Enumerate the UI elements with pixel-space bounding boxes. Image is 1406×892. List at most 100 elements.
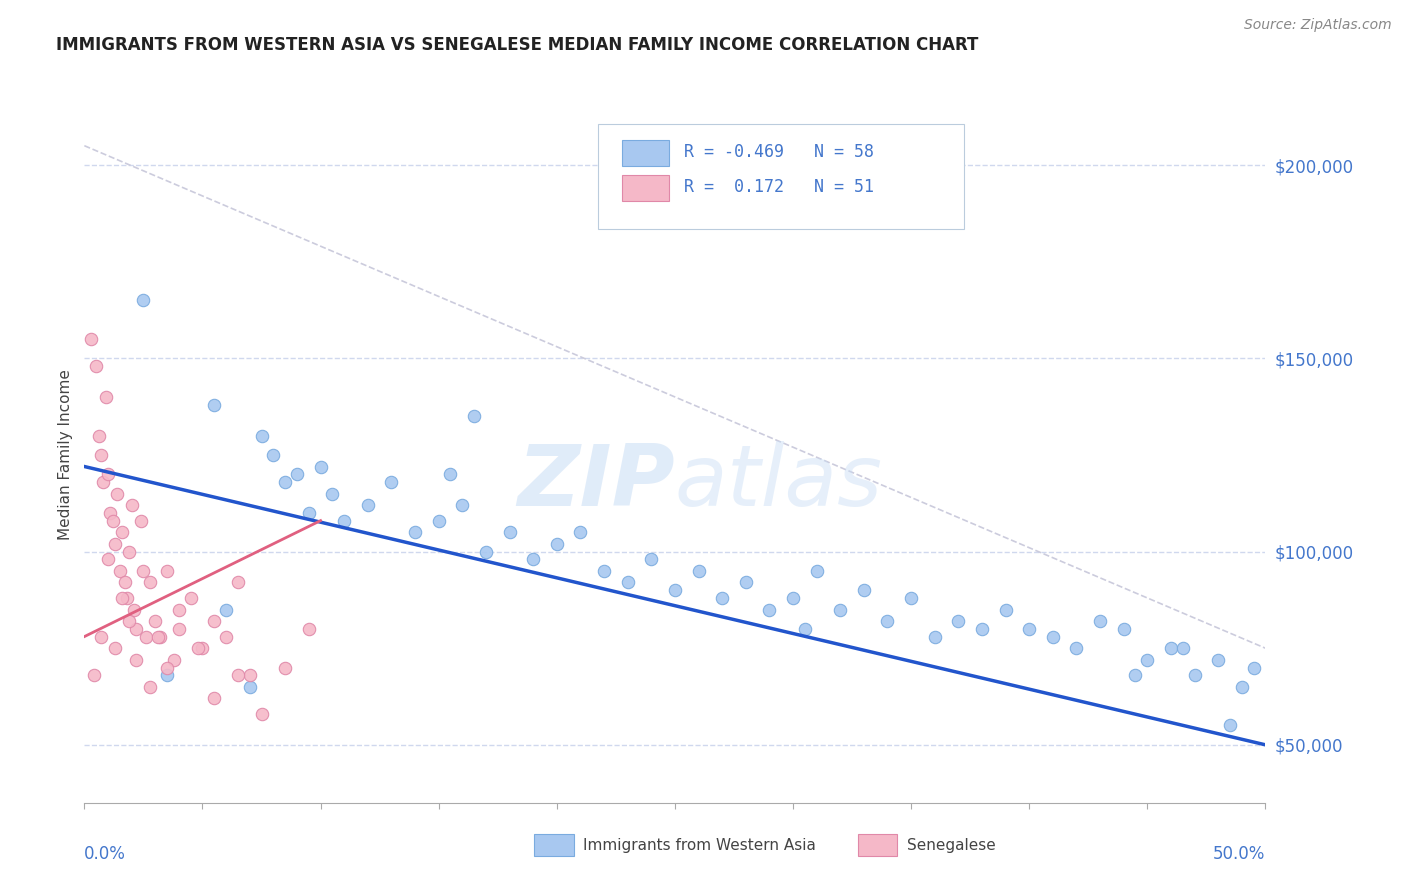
Point [806,564,828,578]
Point [616,575,638,590]
Point [118,614,141,628]
Point [250,428,273,442]
Point [357,498,380,512]
Point [262,448,284,462]
Point [139,680,162,694]
Point [876,614,898,628]
Point [111,525,134,540]
Point [734,575,756,590]
Point [309,459,332,474]
Point [1136,653,1159,667]
Point [107,486,129,500]
Text: IMMIGRANTS FROM WESTERN ASIA VS SENEGALESE MEDIAN FAMILY INCOME CORRELATION CHAR: IMMIGRANTS FROM WESTERN ASIA VS SENEGALE… [56,36,979,54]
Y-axis label: Median Family Income: Median Family Income [58,369,73,541]
Point [143,614,166,628]
Point [87,428,110,442]
Point [1219,718,1241,732]
Point [782,591,804,605]
Point [104,537,127,551]
Point [132,293,155,308]
Point [1243,660,1265,674]
Point [91,475,114,489]
Point [97,467,120,482]
Point [215,630,238,644]
Text: Source: ZipAtlas.com: Source: ZipAtlas.com [1244,18,1392,32]
Point [122,602,145,616]
FancyBboxPatch shape [598,124,965,229]
Point [298,506,321,520]
Point [1230,680,1253,694]
Point [167,602,190,616]
Point [1066,641,1088,656]
Text: Immigrants from Western Asia: Immigrants from Western Asia [583,838,817,853]
Point [83,668,105,682]
Point [84,359,107,373]
Point [97,552,120,566]
Point [104,641,127,656]
Point [498,525,520,540]
Point [475,544,498,558]
Point [900,591,922,605]
Point [1171,641,1194,656]
Point [90,630,112,644]
Point [118,544,141,558]
Point [202,614,225,628]
Point [139,575,162,590]
Point [108,564,131,578]
Point [427,514,450,528]
Point [149,630,172,644]
Point [115,591,138,605]
Point [132,564,155,578]
FancyBboxPatch shape [621,175,669,201]
Point [664,583,686,598]
Point [156,564,179,578]
Point [239,680,262,694]
Point [274,660,297,674]
Point [226,668,249,682]
Point [163,653,186,667]
Point [852,583,875,598]
Point [180,591,202,605]
Text: 50.0%: 50.0% [1213,845,1265,863]
Point [125,622,148,636]
Point [202,691,225,706]
Point [98,506,121,520]
Point [522,552,544,566]
Point [1112,622,1135,636]
Point [239,668,262,682]
Point [569,525,592,540]
Point [321,486,343,500]
Point [970,622,993,636]
Point [994,602,1017,616]
Point [125,653,148,667]
Point [90,448,112,462]
Point [451,498,474,512]
Point [758,602,780,616]
Point [191,641,214,656]
Point [546,537,568,551]
Point [1042,630,1064,644]
Point [380,475,402,489]
Text: ZIP: ZIP [517,442,675,524]
Point [1206,653,1229,667]
Point [101,514,124,528]
Point [156,668,179,682]
Text: atlas: atlas [675,442,883,524]
FancyBboxPatch shape [621,140,669,166]
Point [167,622,190,636]
Point [1018,622,1040,636]
Point [114,575,136,590]
Point [711,591,734,605]
Point [202,398,225,412]
Point [793,622,815,636]
Point [156,660,179,674]
Point [1125,668,1147,682]
Point [135,630,157,644]
Point [226,575,249,590]
Point [274,475,297,489]
Point [298,622,321,636]
Point [250,706,273,721]
Point [215,602,238,616]
Point [285,467,308,482]
Point [121,498,143,512]
